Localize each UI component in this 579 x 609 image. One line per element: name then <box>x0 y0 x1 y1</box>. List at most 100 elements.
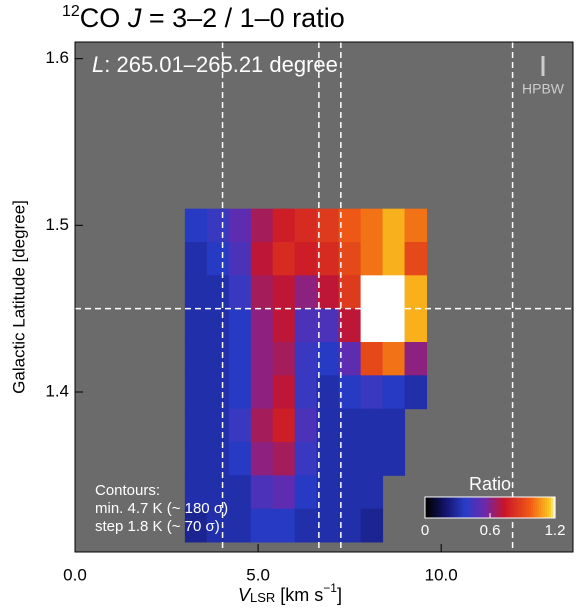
colorbar-swatch <box>493 497 496 518</box>
heat-cell <box>272 442 296 476</box>
colorbar-swatch <box>429 497 432 518</box>
xlabel-symbol: V <box>238 585 252 605</box>
heat-cell <box>228 208 252 243</box>
heat-cell <box>294 408 318 443</box>
heat-cell <box>184 442 208 476</box>
heat-cell <box>206 275 230 310</box>
heat-cell <box>250 408 274 443</box>
heat-cell <box>294 308 318 343</box>
y-tick-label: 1.6 <box>45 48 69 67</box>
contour-note: Contours: <box>95 482 160 499</box>
heat-cell <box>250 475 274 510</box>
colorbar-swatch <box>513 497 516 518</box>
colorbar-swatch <box>453 497 456 518</box>
colorbar-swatch <box>483 497 486 518</box>
colorbar-swatch <box>545 497 548 518</box>
heat-cell <box>316 475 340 510</box>
colorbar-swatch <box>551 497 554 518</box>
colorbar-swatch <box>553 497 556 518</box>
annotation-symbol: L <box>92 52 104 77</box>
heat-cell <box>184 508 208 543</box>
colorbar-swatch <box>437 497 440 518</box>
annotation-text: : 265.01–265.21 degree <box>104 52 338 77</box>
x-tick-label: 0.0 <box>63 565 87 584</box>
colorbar-swatch <box>481 497 484 518</box>
heat-cell <box>360 342 384 376</box>
colorbar-swatch <box>475 497 478 518</box>
heat-cell <box>228 442 252 476</box>
colorbar-swatch <box>473 497 476 518</box>
heat-cell <box>228 375 252 410</box>
heat-cell <box>382 375 406 410</box>
heat-cell <box>404 275 428 310</box>
colorbar-swatch <box>521 497 524 518</box>
heat-cell <box>316 408 340 443</box>
heat-cell <box>316 308 340 343</box>
heat-cell <box>316 242 340 276</box>
heat-cell <box>338 475 362 510</box>
plot-frame <box>74 41 574 553</box>
heat-cell <box>206 242 230 276</box>
colorbar-swatch <box>479 497 482 518</box>
heat-cell <box>184 375 208 410</box>
colorbar-swatch <box>491 497 494 518</box>
chart-title: 12CO J = 3–2 / 1–0 ratio <box>62 3 345 33</box>
xlabel-unit: [km s <box>275 585 323 605</box>
colorbar-swatch <box>509 497 512 518</box>
heat-cell <box>250 342 274 376</box>
colorbar-swatch <box>487 497 490 518</box>
heat-cell <box>360 408 384 443</box>
heat-cell <box>250 308 274 343</box>
heat-cell <box>382 408 406 443</box>
heat-cell <box>228 342 252 376</box>
colorbar-tick-label: 1.2 <box>545 522 566 539</box>
heat-cell <box>206 408 230 443</box>
colorbar-swatch <box>525 497 528 518</box>
heat-cell <box>206 508 230 543</box>
heat-cell <box>294 442 318 476</box>
heat-cell <box>338 508 362 543</box>
colorbar-swatch <box>457 497 460 518</box>
colorbar-swatch <box>505 497 508 518</box>
heat-cell <box>360 442 384 476</box>
heat-cell <box>404 375 428 410</box>
heat-cell <box>184 475 208 510</box>
colorbar-swatch <box>469 497 472 518</box>
heat-cell <box>228 508 252 543</box>
heat-cell <box>404 208 428 243</box>
heat-cell <box>228 408 252 443</box>
heat-cell <box>294 375 318 410</box>
colorbar-swatch <box>471 497 474 518</box>
colorbar-swatch <box>515 497 518 518</box>
colorbar-swatch <box>531 497 534 518</box>
heat-cell <box>272 208 296 243</box>
heat-cell <box>382 275 406 310</box>
colorbar-swatch <box>533 497 536 518</box>
colorbar-swatch <box>451 497 454 518</box>
heat-cell <box>382 242 406 276</box>
colorbar-swatch <box>501 497 504 518</box>
colorbar-swatch <box>541 497 544 518</box>
heat-cell <box>338 408 362 443</box>
heat-cell <box>316 208 340 243</box>
heat-cell <box>360 275 384 310</box>
heat-cell <box>250 208 274 243</box>
heat-cell <box>272 308 296 343</box>
heat-cell <box>272 275 296 310</box>
heat-cell <box>294 275 318 310</box>
colorbar-swatch <box>477 497 480 518</box>
colorbar-swatch <box>519 497 522 518</box>
heat-cell <box>250 375 274 410</box>
title-isotope: 12 <box>62 3 80 20</box>
colorbar-swatch <box>489 497 492 518</box>
heat-cell <box>294 475 318 510</box>
heat-cell <box>272 342 296 376</box>
heat-cell <box>316 375 340 410</box>
heat-cell <box>272 375 296 410</box>
xlabel-end: ] <box>337 585 342 605</box>
beam-label: HPBW <box>522 81 565 97</box>
heat-cell <box>250 275 274 310</box>
heat-cell <box>382 442 406 476</box>
heat-cell <box>250 508 274 543</box>
heat-cell <box>206 208 230 243</box>
